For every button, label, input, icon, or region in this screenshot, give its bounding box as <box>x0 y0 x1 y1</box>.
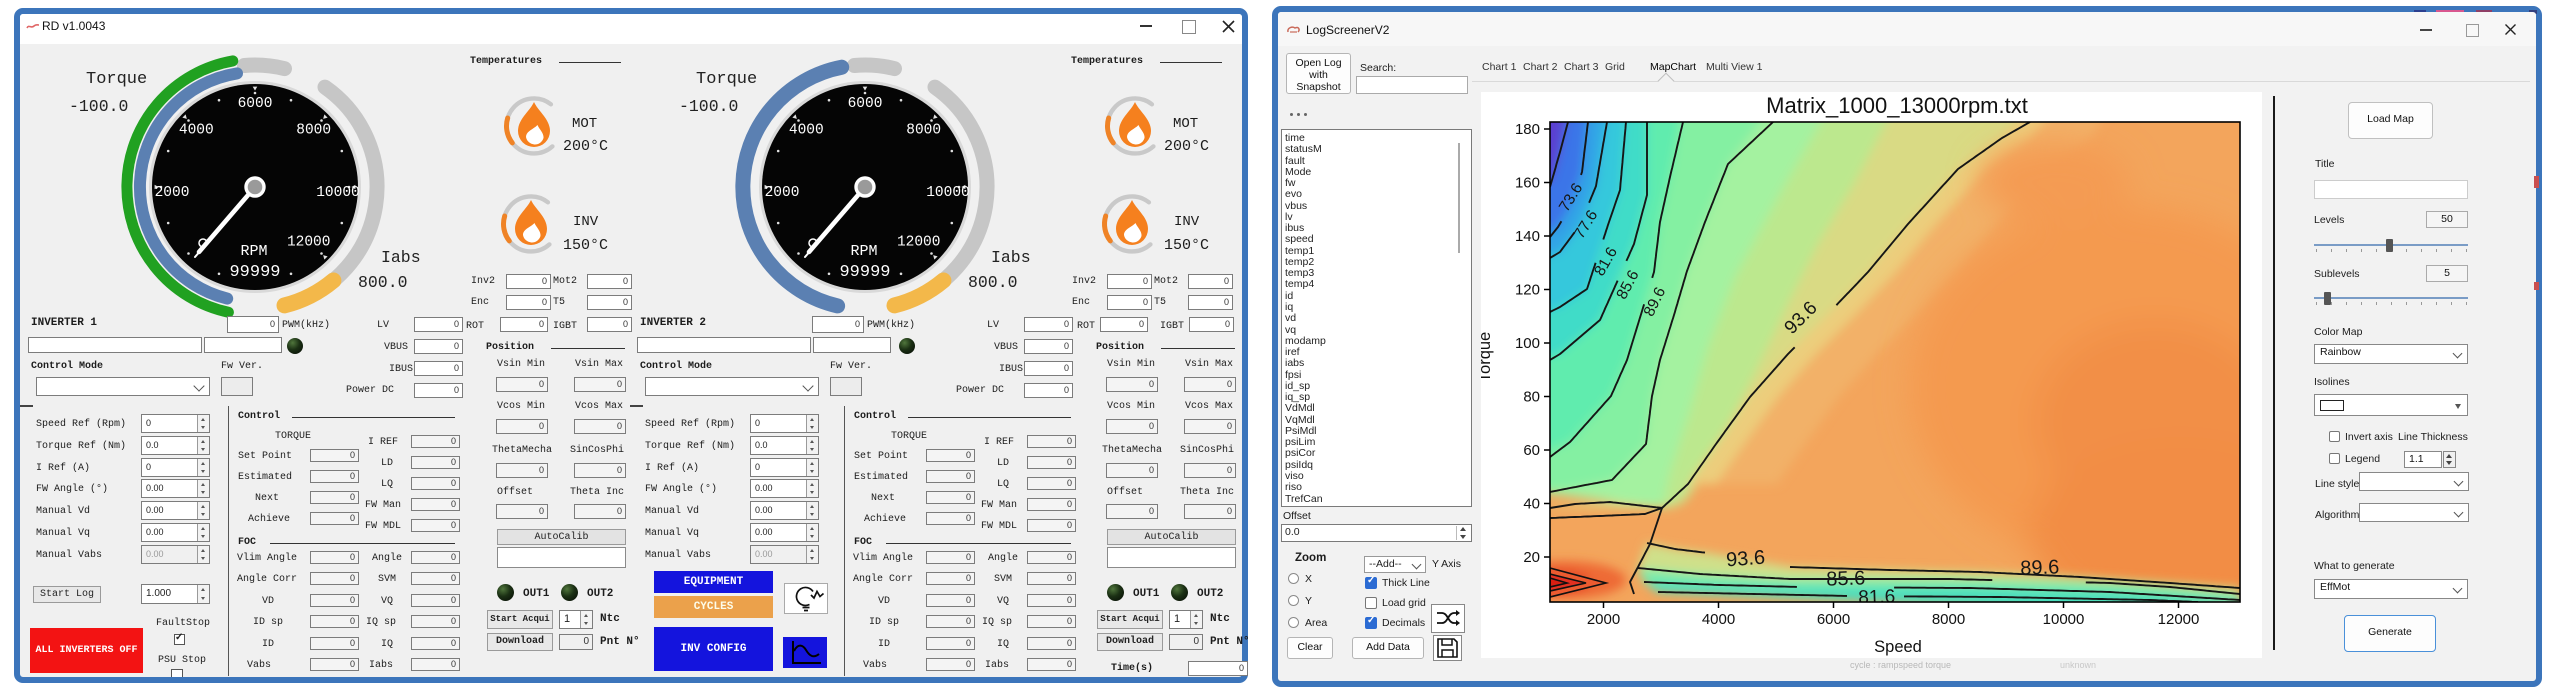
svg-text:60: 60 <box>1523 442 1540 459</box>
svg-text:40: 40 <box>1523 496 1540 513</box>
svg-text:RPM: RPM <box>850 243 877 260</box>
svg-text:120: 120 <box>1515 282 1540 299</box>
svg-text:Torque: Torque <box>1481 332 1494 382</box>
svg-text:99999: 99999 <box>839 263 890 282</box>
svg-text:180: 180 <box>1515 121 1540 138</box>
svg-text:6000: 6000 <box>848 96 883 112</box>
svg-text:Speed: Speed <box>1874 638 1922 656</box>
svg-text:6000: 6000 <box>1817 611 1850 628</box>
svg-text:10000: 10000 <box>926 185 970 201</box>
svg-text:10000: 10000 <box>2043 611 2085 628</box>
svg-text:140: 140 <box>1515 228 1540 245</box>
svg-text:81.6: 81.6 <box>1858 586 1896 608</box>
svg-text:8000: 8000 <box>1932 611 1965 628</box>
svg-text:6000: 6000 <box>238 96 273 112</box>
svg-text:2000: 2000 <box>765 185 800 201</box>
svg-text:85.6: 85.6 <box>1826 567 1866 590</box>
svg-text:20: 20 <box>1523 549 1540 566</box>
svg-text:12000: 12000 <box>287 235 331 251</box>
svg-text:2000: 2000 <box>155 185 190 201</box>
svg-text:2000: 2000 <box>1587 611 1620 628</box>
svg-text:100: 100 <box>1515 335 1540 352</box>
svg-text:160: 160 <box>1515 175 1540 192</box>
svg-text:12000: 12000 <box>2158 611 2200 628</box>
svg-text:8000: 8000 <box>906 122 941 138</box>
svg-text:8000: 8000 <box>296 122 331 138</box>
svg-text:RPM: RPM <box>240 243 267 260</box>
svg-text:93.6: 93.6 <box>1725 547 1765 572</box>
svg-text:89.6: 89.6 <box>2020 556 2060 579</box>
svg-text:Matrix_1000_13000rpm.txt: Matrix_1000_13000rpm.txt <box>1766 93 2028 118</box>
svg-text:4000: 4000 <box>789 122 824 138</box>
svg-text:10000: 10000 <box>316 185 360 201</box>
svg-text:80: 80 <box>1523 389 1540 406</box>
svg-text:12000: 12000 <box>897 235 941 251</box>
svg-text:99999: 99999 <box>229 263 280 282</box>
svg-text:4000: 4000 <box>1702 611 1735 628</box>
svg-text:4000: 4000 <box>179 122 214 138</box>
